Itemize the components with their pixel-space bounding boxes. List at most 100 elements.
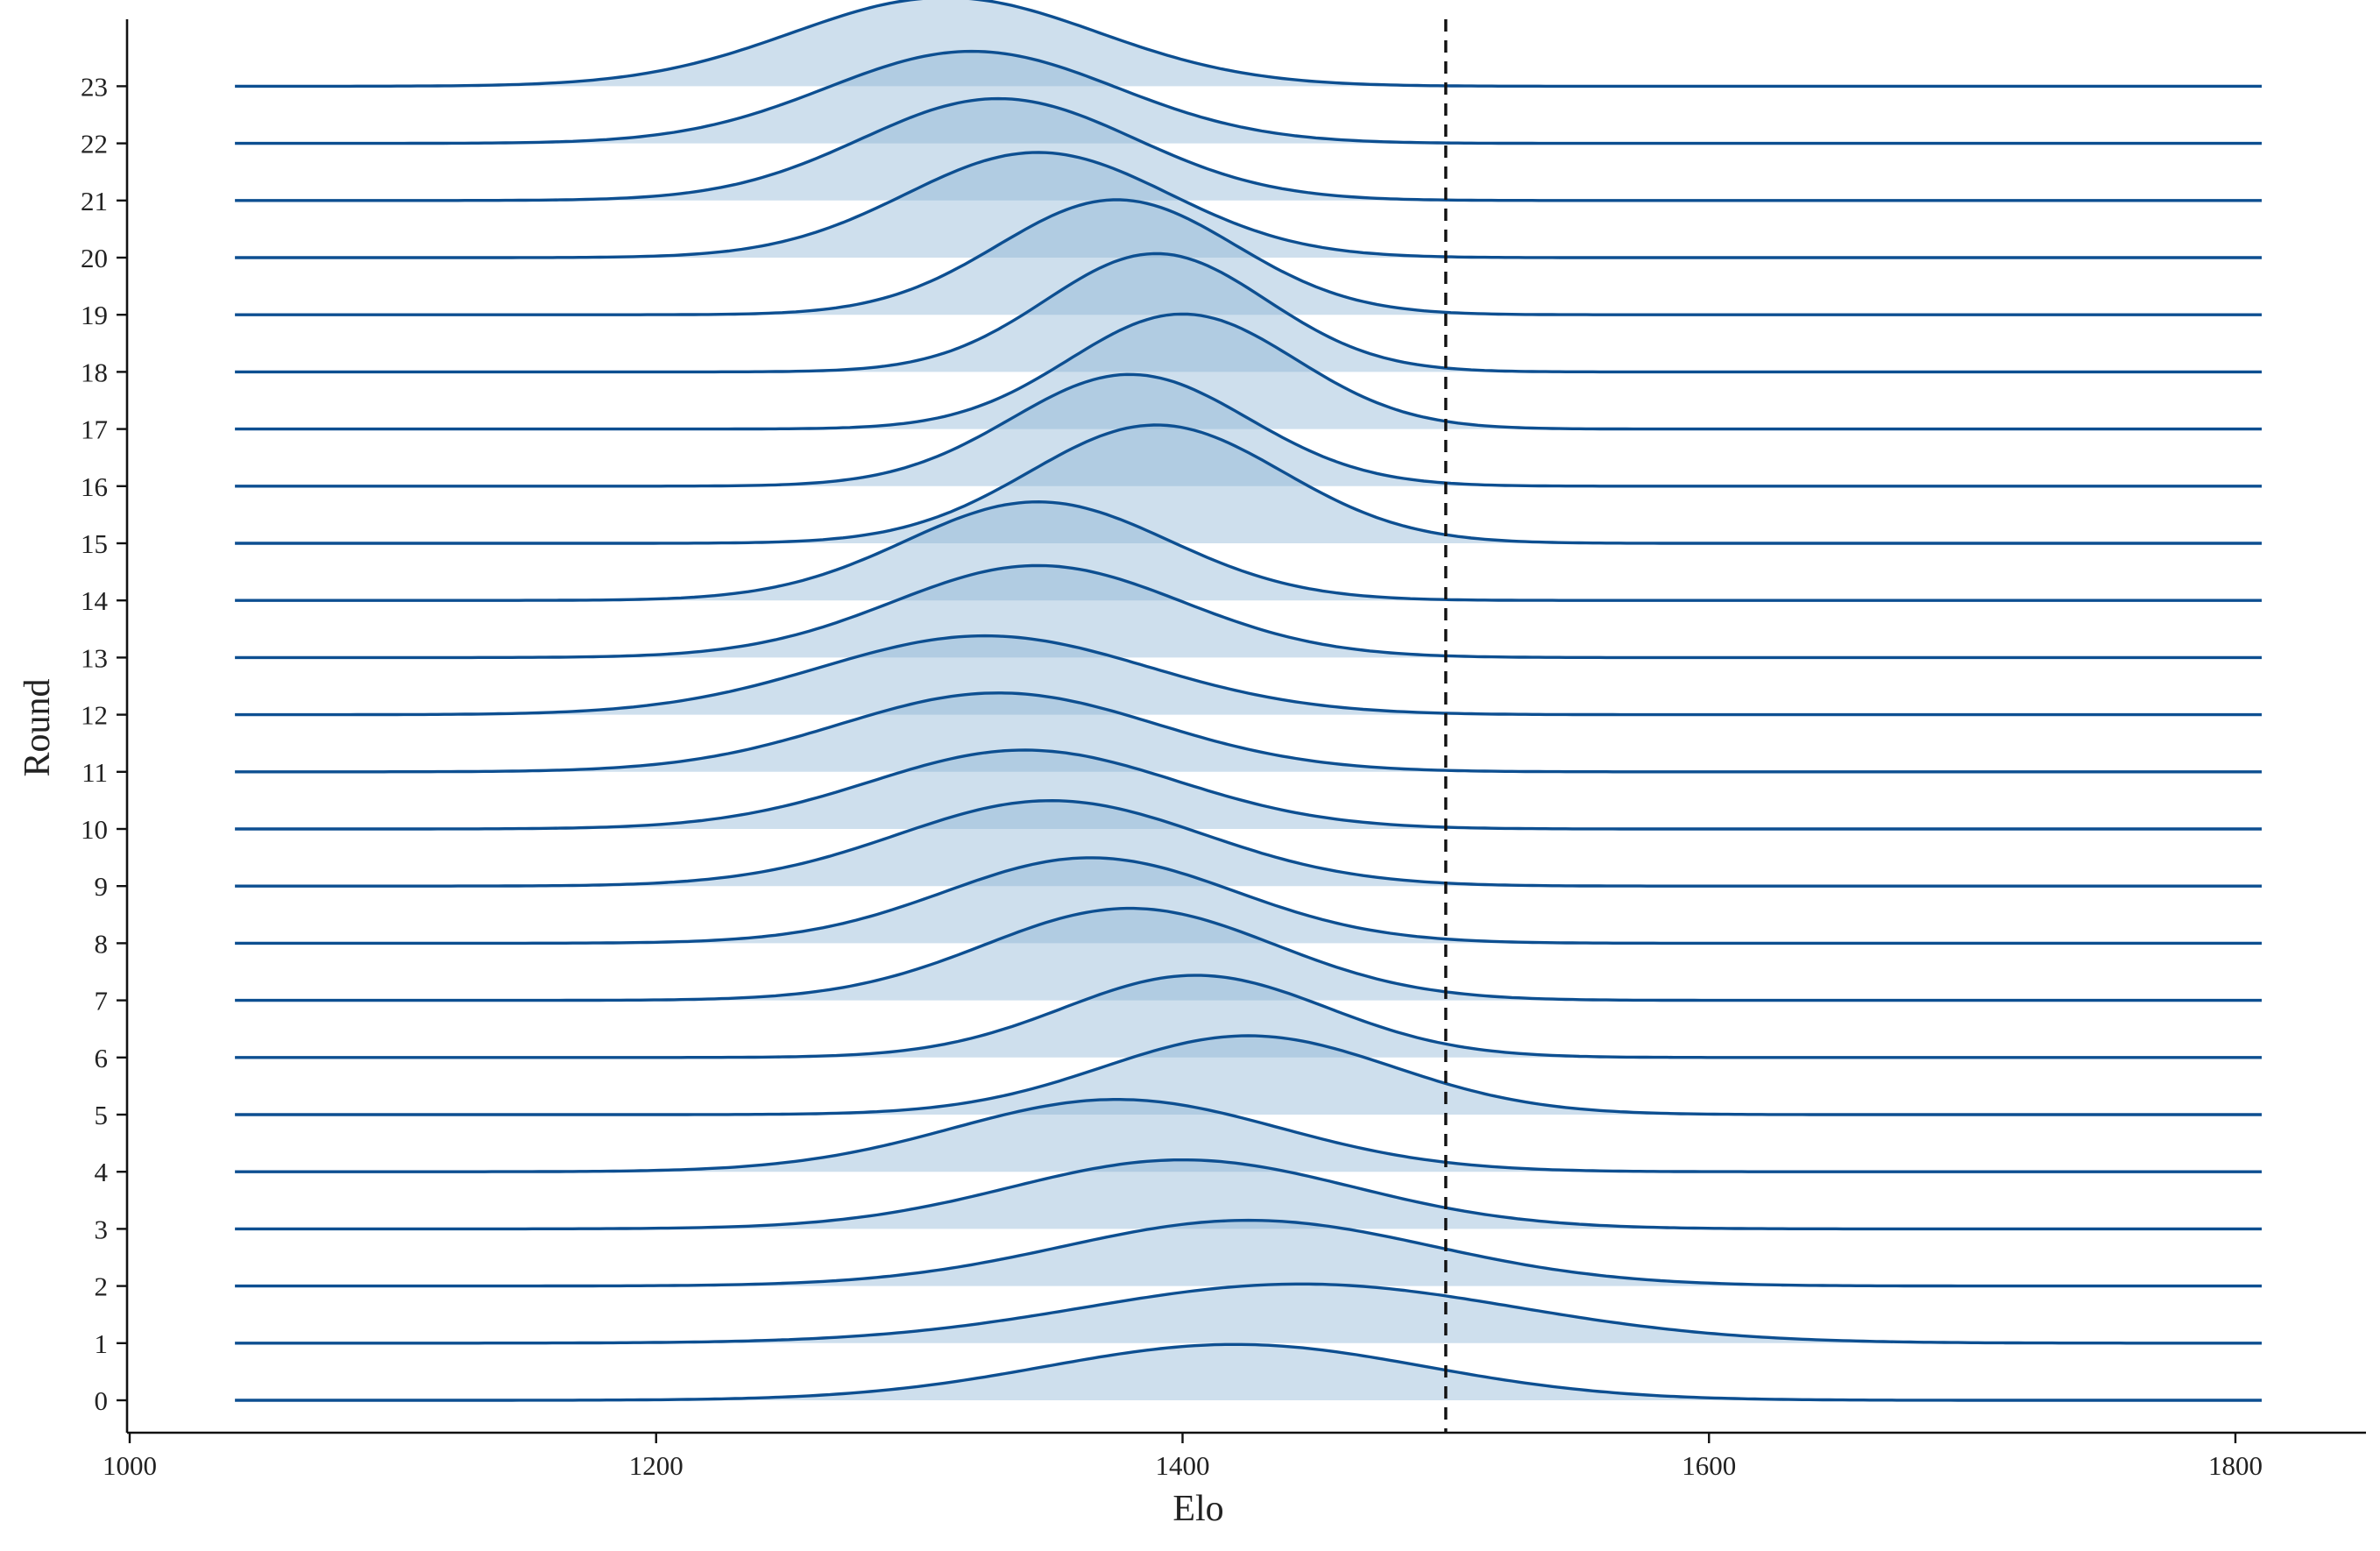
ridges	[235, 0, 2262, 1402]
y-tick-label-9: 9	[95, 871, 109, 902]
ridge-round-9	[235, 798, 2262, 888]
ridge-round-15	[235, 423, 2262, 545]
ridge-fill-round-6	[235, 975, 2262, 1058]
ridge-fill-round-16	[235, 374, 2262, 486]
ridge-line-round-9	[235, 798, 2262, 888]
ridge-round-14	[235, 499, 2262, 602]
ridge-line-round-12	[235, 634, 2262, 717]
ridge-fill-round-5	[235, 1036, 2262, 1115]
ridge-round-21	[235, 96, 2262, 202]
y-tick-label-5: 5	[95, 1100, 109, 1130]
y-tick-label-14: 14	[81, 585, 109, 616]
ridge-line-round-10	[235, 748, 2262, 831]
ridge-line-round-2	[235, 1218, 2262, 1288]
ridge-line-round-23	[235, 0, 2262, 89]
ridge-round-0	[235, 1342, 2262, 1402]
y-tick-label-18: 18	[81, 357, 108, 387]
ridge-fill-round-21	[235, 98, 2262, 201]
ridge-round-10	[235, 748, 2262, 831]
ridge-line-round-18	[235, 251, 2262, 374]
ridge-line-round-7	[235, 906, 2262, 1002]
ridge-fill-round-15	[235, 425, 2262, 543]
x-tick-label-1400: 1400	[1156, 1450, 1210, 1481]
ridge-fill-round-23	[235, 0, 2262, 87]
ridge-fill-round-9	[235, 800, 2262, 887]
ridge-fill-round-10	[235, 750, 2262, 829]
ridge-line-round-8	[235, 856, 2262, 945]
ridge-round-2	[235, 1218, 2262, 1288]
y-tick-label-4: 4	[95, 1157, 109, 1187]
ridge-round-23	[235, 0, 2262, 89]
ridge-line-round-13	[235, 563, 2262, 660]
y-tick-label-20: 20	[81, 243, 108, 273]
ridge-round-16	[235, 372, 2262, 488]
y-tick-label-17: 17	[81, 414, 108, 445]
y-tick-label-11: 11	[81, 757, 108, 788]
y-tick-label-22: 22	[81, 129, 108, 159]
y-tick-label-21: 21	[81, 186, 108, 216]
ridge-fill-round-2	[235, 1220, 2262, 1286]
ridge-round-1	[235, 1282, 2262, 1345]
ridge-round-12	[235, 634, 2262, 717]
ridge-fill-round-20	[235, 152, 2262, 258]
y-tick-label-13: 13	[81, 642, 108, 673]
ridge-line-round-15	[235, 423, 2262, 545]
ridge-round-8	[235, 856, 2262, 945]
y-tick-label-10: 10	[81, 814, 108, 845]
ridge-round-3	[235, 1158, 2262, 1231]
ridge-round-17	[235, 312, 2262, 431]
y-tick-label-7: 7	[95, 986, 109, 1016]
y-tick-label-3: 3	[95, 1214, 109, 1244]
ridge-round-22	[235, 49, 2262, 145]
x-tick-label-1800: 1800	[2208, 1450, 2263, 1481]
ridge-line-round-4	[235, 1098, 2262, 1173]
ridge-line-round-17	[235, 312, 2262, 431]
ridge-fill-round-17	[235, 314, 2262, 429]
y-tick-label-8: 8	[95, 928, 109, 959]
x-axis-title: Elo	[1172, 1489, 1223, 1529]
ridge-round-20	[235, 151, 2262, 259]
ridge-line-round-22	[235, 49, 2262, 145]
ridge-line-round-14	[235, 499, 2262, 602]
ridge-round-5	[235, 1034, 2262, 1116]
ridge-fill-round-3	[235, 1159, 2262, 1229]
ridge-fill-round-4	[235, 1099, 2262, 1172]
ridge-fill-round-1	[235, 1284, 2262, 1343]
y-tick-label-2: 2	[95, 1271, 109, 1302]
y-tick-label-16: 16	[81, 471, 108, 502]
ridge-fill-round-12	[235, 635, 2262, 715]
y-tick-label-1: 1	[95, 1328, 109, 1359]
ridge-line-round-3	[235, 1158, 2262, 1231]
y-tick-label-6: 6	[95, 1043, 109, 1073]
ridge-fill-round-19	[235, 200, 2262, 315]
ridge-round-4	[235, 1098, 2262, 1173]
ridge-fill-round-0	[235, 1344, 2262, 1400]
y-tick-label-15: 15	[81, 528, 108, 559]
y-tick-label-0: 0	[95, 1385, 109, 1416]
ridge-round-7	[235, 906, 2262, 1002]
ridge-round-13	[235, 563, 2262, 660]
ridge-fill-round-14	[235, 501, 2262, 601]
x-axis-ticks: 1000 1200 1400 1600 1800	[103, 1433, 2263, 1481]
ridge-round-18	[235, 251, 2262, 374]
y-tick-label-23: 23	[81, 71, 108, 102]
ridge-line-round-0	[235, 1342, 2262, 1402]
ridge-line-round-6	[235, 974, 2262, 1059]
ridge-round-11	[235, 691, 2262, 774]
ridge-fill-round-18	[235, 253, 2262, 372]
ridge-fill-round-8	[235, 857, 2262, 944]
ridge-line-round-1	[235, 1282, 2262, 1345]
ridge-fill-round-7	[235, 908, 2262, 1001]
ridge-fill-round-13	[235, 565, 2262, 658]
ridge-line-round-21	[235, 96, 2262, 202]
x-tick-label-1200: 1200	[629, 1450, 684, 1481]
y-tick-label-12: 12	[81, 700, 108, 731]
x-tick-label-1600: 1600	[1682, 1450, 1736, 1481]
x-tick-label-1000: 1000	[103, 1450, 157, 1481]
ridge-line-round-5	[235, 1034, 2262, 1116]
ridge-round-19	[235, 198, 2262, 316]
ridge-line-round-11	[235, 691, 2262, 774]
ridge-fill-round-22	[235, 51, 2262, 144]
